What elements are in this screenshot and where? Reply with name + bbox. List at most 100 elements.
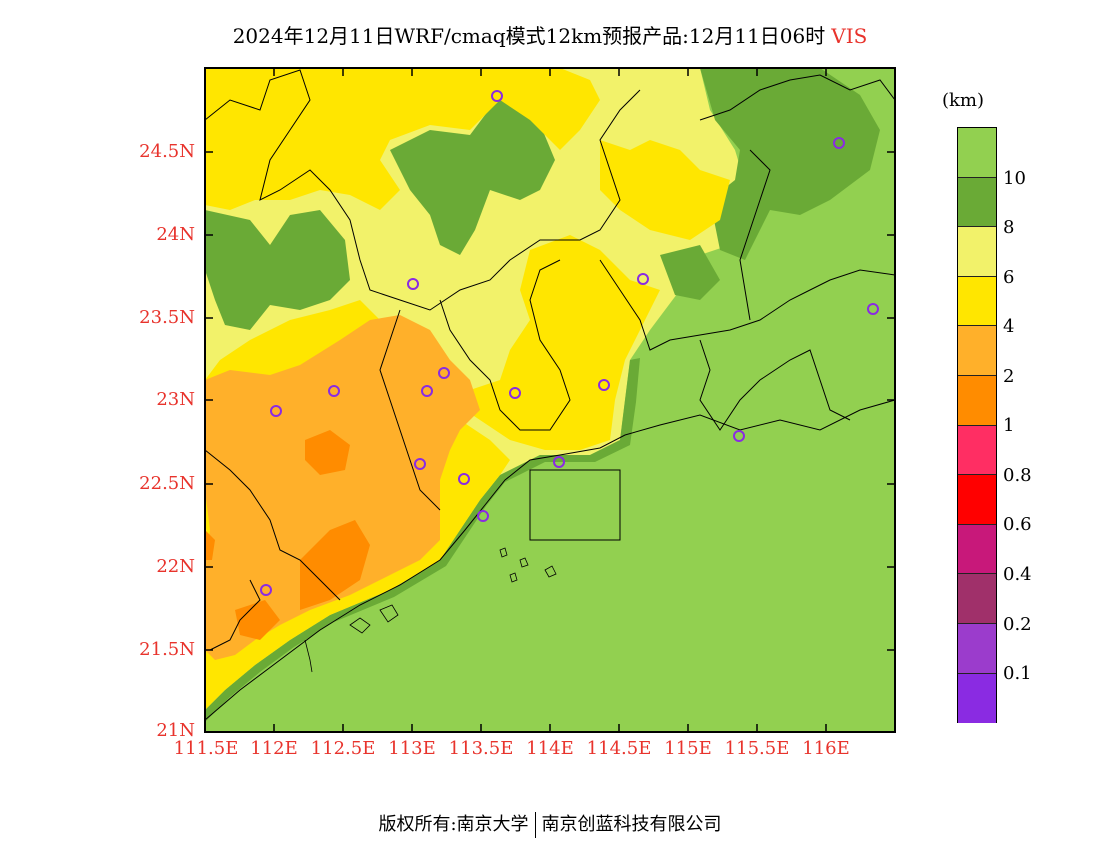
lat-tick-label: 22.5N	[139, 473, 195, 494]
colorbar-label: 0.4	[1003, 564, 1032, 585]
hk-boundary	[529, 469, 621, 541]
admin-boundary-9	[209, 579, 261, 651]
vis-zone-8-10-mid	[660, 245, 720, 300]
lon-tick-label: 113.5E	[448, 738, 514, 759]
vis-zone-1-2-c	[235, 600, 280, 640]
colorbar-label: 1	[1003, 415, 1015, 436]
tick-marks	[205, 68, 895, 732]
admin-boundary-3	[439, 259, 571, 431]
vis-zone-8-10-north	[390, 95, 555, 255]
colorbar-swatch	[958, 524, 996, 575]
colorbar-label: 8	[1003, 217, 1015, 238]
lat-tick-label: 23.5N	[139, 307, 195, 328]
island-1	[349, 617, 371, 634]
coastline	[204, 399, 896, 721]
admin-boundary-5	[699, 339, 851, 431]
vis-zone-8-10-east	[700, 68, 880, 260]
vis-zone-1-2-a	[305, 430, 350, 475]
vis-zone-8-10-west	[205, 210, 350, 330]
station-marker	[438, 367, 450, 379]
vis-zone-1-2-d	[205, 530, 215, 560]
island-7	[304, 639, 313, 673]
vis-zone-4-6-ne	[600, 140, 730, 240]
colorbar-label: 0.8	[1003, 465, 1032, 486]
lon-tick-label: 114.5E	[586, 738, 652, 759]
copyright-footer: 版权所有:南京大学 南京创蓝科技有限公司	[0, 810, 1100, 838]
colorbar-swatch	[958, 475, 996, 525]
admin-boundary-8	[204, 449, 341, 601]
city-stations	[260, 90, 879, 596]
station-marker	[491, 90, 503, 102]
lon-tick-label: 114E	[526, 738, 574, 759]
footer-separator	[534, 812, 536, 838]
lon-tick-label: 116E	[802, 738, 850, 759]
station-marker	[270, 405, 282, 417]
colorbar-label: 2	[1003, 366, 1015, 387]
island-3	[499, 547, 508, 558]
colorbar-label: 0.2	[1003, 614, 1032, 635]
islands	[304, 547, 557, 673]
lon-tick-label: 113E	[388, 738, 436, 759]
colorbar-label: 6	[1003, 267, 1015, 288]
colorbar-swatch	[958, 128, 996, 178]
vis-zone-2-4	[205, 315, 480, 660]
title-main: 2024年12月11日WRF/cmaq模式12km预报产品:12月11日06时	[232, 24, 826, 48]
copyright-left: 版权所有:南京大学	[378, 814, 529, 835]
admin-boundary-7	[739, 149, 771, 321]
lat-tick-label: 21N	[156, 720, 195, 741]
colorbar-label: 0.1	[1003, 663, 1032, 684]
colorbar-swatch	[958, 574, 996, 624]
colorbar-swatch	[958, 425, 996, 476]
lon-tick-label: 115.5E	[724, 738, 790, 759]
boundary-lines	[204, 69, 896, 721]
station-marker	[509, 387, 521, 399]
colorbar-swatch	[958, 623, 996, 674]
station-marker	[553, 456, 565, 468]
island-2	[379, 604, 399, 623]
lon-tick-label: 112E	[250, 738, 298, 759]
island-4	[519, 557, 529, 568]
colorbar-label: 0.6	[1003, 514, 1032, 535]
station-marker	[477, 510, 489, 522]
island-6	[509, 572, 518, 583]
station-marker	[260, 584, 272, 596]
lon-tick-label: 112.5E	[310, 738, 376, 759]
station-marker	[328, 385, 340, 397]
lat-tick-label: 24N	[156, 224, 195, 245]
station-marker	[458, 473, 470, 485]
colorbar-label: 4	[1003, 316, 1015, 337]
colorbar-label: 10	[1003, 168, 1026, 189]
station-marker	[414, 458, 426, 470]
admin-boundary-4	[599, 259, 896, 351]
lat-tick-label: 23N	[156, 389, 195, 410]
station-marker	[637, 273, 649, 285]
colorbar-swatch	[958, 375, 996, 426]
station-marker	[598, 379, 610, 391]
lat-tick-label: 21.5N	[139, 639, 195, 660]
lon-tick-label: 115E	[664, 738, 712, 759]
copyright-right: 南京创蓝科技有限公司	[541, 814, 722, 835]
colorbar	[957, 127, 997, 724]
lat-tick-label: 22N	[156, 556, 195, 577]
colorbar-swatch	[958, 276, 996, 327]
lat-tick-label: 24.5N	[139, 141, 195, 162]
admin-boundary-6	[699, 74, 896, 121]
title-variable: VIS	[831, 24, 868, 48]
station-marker	[833, 137, 845, 149]
vis-zone-1-2-b	[300, 520, 370, 610]
colorbar-unit: (km)	[942, 90, 985, 111]
station-marker	[421, 385, 433, 397]
admin-boundary-2	[379, 309, 441, 511]
station-marker	[407, 278, 419, 290]
colorbar-swatch	[958, 673, 996, 724]
lon-tick-label: 111.5E	[173, 738, 239, 759]
colorbar-swatch	[958, 177, 996, 228]
vis-zone-8-10-coast	[205, 358, 640, 722]
colorbar-swatch	[958, 227, 996, 277]
island-5	[544, 565, 557, 578]
colorbar-swatch	[958, 326, 996, 376]
admin-boundary-1	[204, 69, 641, 311]
map-title: 2024年12月11日WRF/cmaq模式12km预报产品:12月11日06时 V…	[0, 20, 1100, 49]
station-marker	[867, 303, 879, 315]
